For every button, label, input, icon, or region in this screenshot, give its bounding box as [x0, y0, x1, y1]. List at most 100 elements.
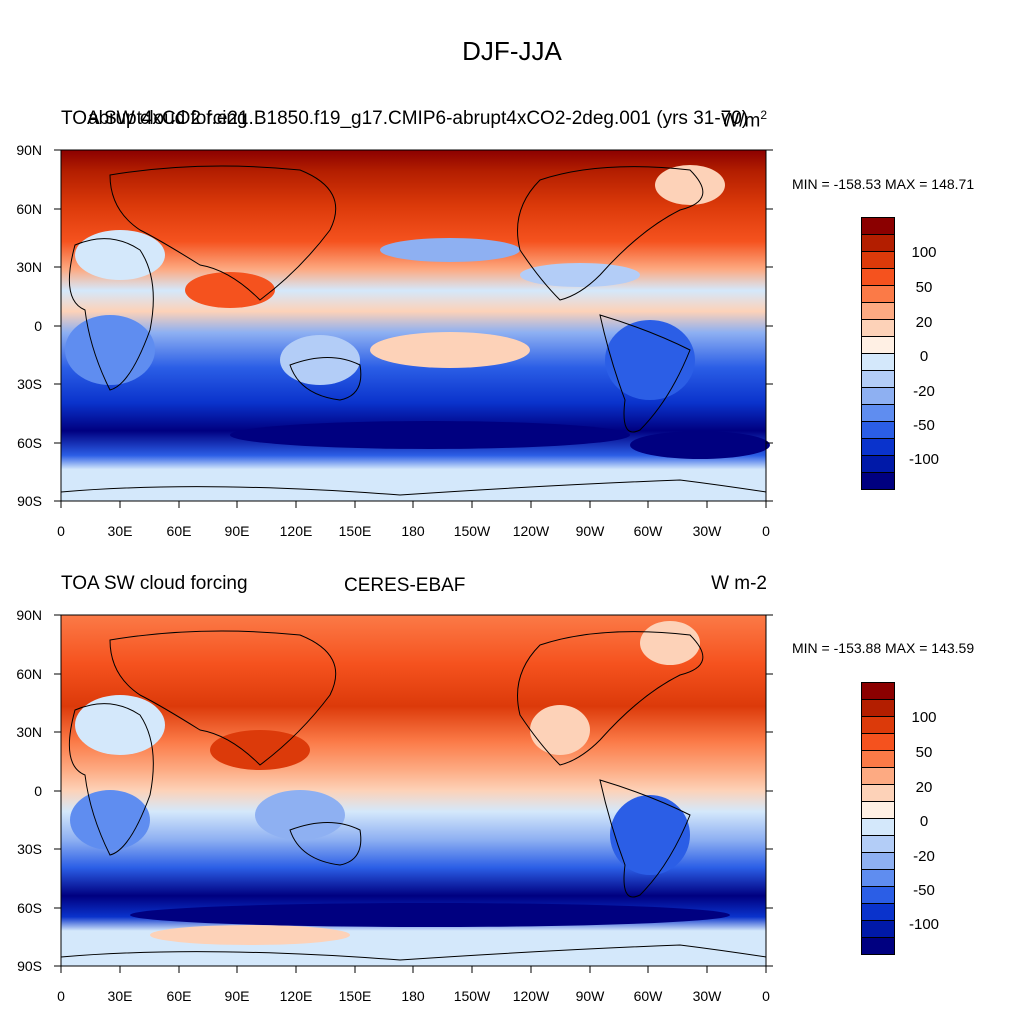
lat-tick-label: 30S — [17, 376, 42, 392]
lat-tick-label: 0 — [34, 318, 42, 334]
lon-tick-label: 90W — [576, 523, 606, 539]
colorbar-label: 100 — [911, 244, 937, 261]
lon-tick-label: 150E — [339, 988, 372, 1004]
lat-axis: 90N 60N 30N 0 30S 60S 90S — [16, 607, 773, 974]
panel-center-label: CERES-EBAF — [344, 575, 466, 596]
colorbar-swatch — [861, 269, 895, 286]
panel-center-label: abrupt4xCO2 f.e21.B1850.f19_g17.CMIP6-ab… — [88, 108, 749, 129]
colorbar-swatch — [861, 320, 895, 337]
colorbar-swatch — [861, 717, 895, 734]
colorbar-swatch — [861, 388, 895, 405]
panel-left-label: TOA SW cloud forcing — [61, 573, 248, 594]
panel-left-label: TOA SW cloud forcing — [61, 108, 248, 129]
lon-tick-label: 30E — [108, 523, 133, 539]
lon-tick-label: 150W — [454, 988, 491, 1004]
map-area — [60, 150, 770, 501]
colorbar-label: -100 — [908, 451, 940, 468]
colorbar-swatch — [861, 456, 895, 473]
colorbar — [861, 682, 895, 955]
colorbar-swatch — [861, 853, 895, 870]
colorbar-swatch — [861, 682, 895, 700]
colorbar-swatch — [861, 904, 895, 921]
panel-units-label: W/m2 — [721, 108, 767, 132]
colorbar-swatch — [861, 217, 895, 235]
lat-tick-label: 60S — [17, 900, 42, 916]
colorbar-label: -20 — [913, 848, 935, 865]
colorbar-swatch — [861, 802, 895, 819]
lon-tick-label: 30W — [693, 988, 723, 1004]
lat-tick-label: 90S — [17, 493, 42, 509]
colorbar-swatch — [861, 819, 895, 836]
lon-axis: 0 30E 60E 90E 120E 150E 180 150W 120W 90… — [57, 501, 770, 539]
lon-tick-label: 30E — [108, 988, 133, 1004]
lat-tick-label: 0 — [34, 783, 42, 799]
colorbar-label: -100 — [908, 916, 940, 933]
lon-tick-label: 0 — [57, 988, 65, 1004]
colorbar-swatch — [861, 371, 895, 388]
colorbar-label: 20 — [915, 314, 933, 331]
lat-tick-label: 60N — [16, 201, 42, 217]
lat-tick-label: 60S — [17, 435, 42, 451]
lat-tick-label: 90N — [16, 142, 42, 158]
colorbar-swatch — [861, 887, 895, 904]
lat-tick-label: 30N — [16, 724, 42, 740]
lat-axis: 90N 60N 30N 0 30S 60S 90S — [16, 142, 773, 509]
figure-title: DJF-JJA — [462, 36, 562, 66]
lon-tick-label: 120E — [280, 988, 313, 1004]
panel-model: TOA SW cloud forcing abrupt4xCO2 f.e21.B… — [0, 100, 1024, 540]
lon-tick-label: 90W — [576, 988, 606, 1004]
colorbar-swatch — [861, 734, 895, 751]
lon-tick-label: 60W — [634, 988, 664, 1004]
colorbar-label: -50 — [913, 882, 935, 899]
colorbar-swatch — [861, 337, 895, 354]
colorbar-label: 20 — [915, 779, 933, 796]
lon-tick-label: 0 — [762, 523, 770, 539]
colorbar-swatch — [861, 768, 895, 785]
lon-tick-label: 120W — [513, 523, 550, 539]
lon-tick-label: 120E — [280, 523, 313, 539]
map-plot-model: 90N 60N 30N 0 30S 60S 90S 0 30E 60E 90E — [16, 142, 773, 539]
colorbar-label: -20 — [913, 383, 935, 400]
lat-tick-label: 30S — [17, 841, 42, 857]
colorbar-swatch — [861, 921, 895, 938]
lon-tick-label: 90E — [225, 523, 250, 539]
lon-tick-label: 90E — [225, 988, 250, 1004]
lat-tick-label: 30N — [16, 259, 42, 275]
min-max-text: MIN = -153.88 MAX = 143.59 — [792, 640, 975, 656]
colorbar-swatch — [861, 938, 895, 955]
colorbar-label: 0 — [919, 348, 929, 365]
lon-tick-label: 180 — [401, 988, 425, 1004]
colorbar-swatch — [861, 870, 895, 887]
colorbar-swatch — [861, 286, 895, 303]
lat-tick-label: 90S — [17, 958, 42, 974]
map-plot-observations: 90N 60N 30N 0 30S 60S 90S 0 30E 60E 90E — [16, 607, 773, 1004]
lon-tick-label: 60E — [167, 523, 192, 539]
colorbar-swatch — [861, 422, 895, 439]
colorbar-swatch — [861, 405, 895, 422]
lat-tick-label: 60N — [16, 666, 42, 682]
lon-tick-label: 0 — [57, 523, 65, 539]
min-max-text: MIN = -158.53 MAX = 148.71 — [792, 176, 975, 192]
colorbar-label: 50 — [915, 279, 933, 296]
colorbar-swatch — [861, 235, 895, 252]
colorbar-swatch — [861, 700, 895, 717]
lon-tick-label: 150E — [339, 523, 372, 539]
colorbar-swatch — [861, 354, 895, 371]
panel-observations: TOA SW cloud forcing CERES-EBAF W m-2 — [0, 565, 1024, 1005]
lon-tick-label: 180 — [401, 523, 425, 539]
lon-tick-label: 30W — [693, 523, 723, 539]
lon-tick-label: 0 — [762, 988, 770, 1004]
lon-tick-label: 150W — [454, 523, 491, 539]
colorbar-swatch — [861, 473, 895, 490]
colorbar — [861, 217, 895, 490]
colorbar-label: 50 — [915, 744, 933, 761]
colorbar-label: 0 — [919, 813, 929, 830]
lon-tick-label: 60E — [167, 988, 192, 1004]
lon-axis: 0 30E 60E 90E 120E 150E 180 150W 120W 90… — [57, 966, 770, 1004]
colorbar-label: -50 — [913, 417, 935, 434]
map-area — [60, 615, 767, 966]
colorbar-swatch — [861, 439, 895, 456]
colorbar-label: 100 — [911, 709, 937, 726]
colorbar-swatch — [861, 252, 895, 269]
lat-tick-label: 90N — [16, 607, 42, 623]
